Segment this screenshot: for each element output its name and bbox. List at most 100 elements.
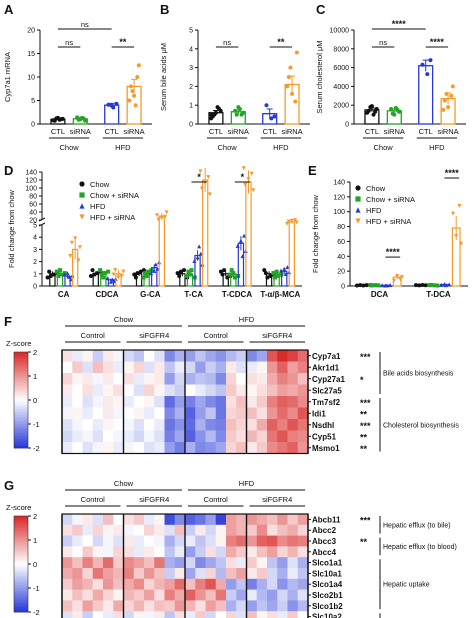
heatmap-cell <box>123 568 135 580</box>
heatmap-cell <box>82 361 94 374</box>
heatmap-cell <box>287 546 299 558</box>
data-point <box>447 282 452 287</box>
heatmap-cell <box>133 578 145 590</box>
heatmap-cell <box>113 373 124 385</box>
colorbar-cell <box>14 385 28 389</box>
heatmap-cell <box>246 600 258 612</box>
colorbar-cell <box>14 395 28 398</box>
colorbar-tick-label: -1 <box>33 420 40 429</box>
data-point <box>79 214 85 220</box>
data-point <box>99 272 104 277</box>
heatmap-cell <box>133 589 145 601</box>
annotation-label: Hepatic efflux (to blood) <box>383 544 457 551</box>
heatmap-cell <box>246 407 258 420</box>
y-axis-title: Fold change from chow <box>311 194 320 273</box>
subgroup-label: siFGFR4 <box>262 495 292 504</box>
bar-label: CTL <box>419 127 433 136</box>
heatmap-cell <box>72 535 83 547</box>
data-point <box>235 243 240 248</box>
heatmap-cell <box>256 419 268 431</box>
heatmap-cell <box>297 384 309 397</box>
heatmap-cell <box>144 361 155 374</box>
significance-label: ** <box>277 37 285 47</box>
data-point <box>207 192 212 197</box>
heatmap-cell <box>72 361 83 374</box>
heatmap-cell <box>215 535 227 547</box>
y-tick-label: 2 <box>33 259 37 266</box>
data-point <box>65 271 70 276</box>
data-point <box>130 89 135 94</box>
significance-label: * <box>241 172 245 182</box>
data-point <box>392 278 396 283</box>
heatmap-cell <box>267 430 278 443</box>
heatmap-cell <box>164 535 176 547</box>
heatmap-cell <box>72 589 83 601</box>
heatmap-cell <box>256 600 268 612</box>
heatmap-cell <box>256 578 268 590</box>
legend-entry: Chow + siRNA <box>90 191 139 200</box>
colorbar-tick-label: 2 <box>33 512 37 521</box>
heatmap-cell <box>123 600 135 612</box>
heatmap-cell <box>226 396 237 408</box>
bar-label: siRNA <box>437 127 458 136</box>
data-point <box>199 186 204 191</box>
heatmap-cell <box>144 557 155 569</box>
data-point <box>420 62 425 67</box>
y-tick-label: 10 <box>27 75 35 82</box>
heatmap-cell <box>256 430 268 443</box>
heatmap-cell <box>92 589 104 601</box>
data-point <box>451 211 455 216</box>
colorbar-cell <box>14 559 28 562</box>
heatmap-cell <box>185 384 196 397</box>
heatmap-cell <box>277 557 288 569</box>
heatmap-cell <box>185 524 196 536</box>
data-point <box>276 273 281 278</box>
heatmap-cell <box>103 442 114 454</box>
data-point <box>102 271 107 276</box>
data-point <box>156 217 161 222</box>
data-point <box>76 258 81 263</box>
data-point <box>264 103 269 108</box>
heatmap-cell <box>144 524 155 536</box>
heatmap-cell <box>195 524 206 536</box>
data-point <box>441 107 446 112</box>
heatmap-cell <box>72 350 83 362</box>
data-point <box>155 266 160 271</box>
heatmap-cell <box>123 514 135 526</box>
colorbar-cell <box>14 556 28 560</box>
data-point <box>241 166 246 171</box>
data-point <box>198 169 203 174</box>
heatmap-cell <box>72 568 83 580</box>
heatmap-cell <box>236 546 247 558</box>
heatmap-cell <box>92 600 104 612</box>
heatmap-cell <box>236 407 247 420</box>
heatmap-cell <box>297 600 309 612</box>
data-point <box>242 233 247 238</box>
significance-label: ns <box>379 38 387 47</box>
data-point <box>57 268 62 273</box>
heatmap-cell <box>154 430 165 443</box>
heatmap-cell <box>287 600 299 612</box>
heatmap-cell <box>236 600 247 612</box>
heatmap-cell <box>92 535 104 547</box>
data-point <box>383 283 388 288</box>
data-point <box>159 216 164 221</box>
bar-label: siRNA <box>384 127 405 136</box>
y-tick-label: 8000 <box>333 46 349 53</box>
heatmap-cell <box>92 611 104 618</box>
heatmap-cell <box>195 373 206 385</box>
significance-label: ns <box>81 20 89 29</box>
heatmap-cell <box>103 419 114 431</box>
data-point <box>163 214 168 219</box>
bar <box>158 215 166 287</box>
heatmap-cell <box>103 611 114 618</box>
heatmap-cell <box>82 430 94 443</box>
heatmap-cell <box>103 361 114 374</box>
gene-label: Slco1b2 <box>312 602 343 611</box>
colorbar-cell <box>14 535 28 538</box>
colorbar-cell <box>14 595 28 598</box>
panel-label: F <box>4 314 12 329</box>
heatmap-cell <box>62 600 73 612</box>
data-point <box>400 275 404 280</box>
heatmap-cell <box>154 407 165 420</box>
